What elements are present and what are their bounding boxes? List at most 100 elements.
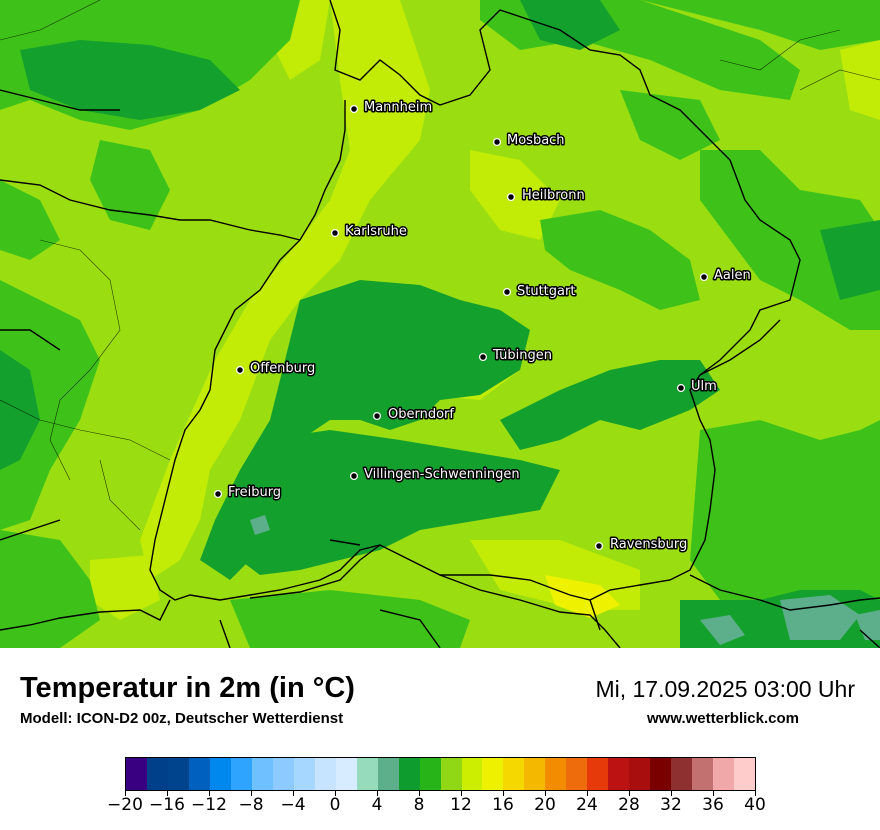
svg-text:Freiburg: Freiburg (228, 485, 281, 500)
colorbar-tick (629, 791, 630, 796)
svg-text:Karlsruhe: Karlsruhe (345, 224, 407, 239)
colorbar-swatch (188, 758, 210, 790)
colorbar-swatch (293, 758, 315, 790)
svg-text:Heilbronn: Heilbronn (522, 188, 585, 203)
city-stuttgart[interactable]: Stuttgart (502, 283, 577, 301)
colorbar-tick-label: 12 (450, 795, 472, 815)
svg-text:Tübingen: Tübingen (492, 348, 552, 363)
coldest-zones (250, 515, 880, 645)
colorbar-tick (461, 791, 462, 796)
colorbar-swatch (482, 758, 504, 790)
svg-text:Aalen: Aalen (714, 268, 751, 283)
colorbar-swatch (734, 758, 756, 790)
svg-text:Mosbach: Mosbach (507, 133, 565, 148)
colorbar-swatch (272, 758, 294, 790)
cold-zones (0, 0, 880, 648)
colorbar-tick (713, 791, 714, 796)
colorbar-swatch (440, 758, 462, 790)
borders (0, 0, 880, 648)
svg-text:Mannheim: Mannheim (364, 100, 432, 115)
svg-text:Ulm: Ulm (691, 379, 717, 394)
model-source: Modell: ICON-D2 00z, Deutscher Wetterdie… (20, 710, 344, 727)
colorbar-tick-label: −8 (238, 795, 264, 815)
colorbar-tick-label: 8 (413, 795, 425, 815)
colorbar-swatch (545, 758, 567, 790)
colorbar-tick (293, 791, 294, 796)
colorbar-swatch (524, 758, 546, 790)
colorbar-swatch (335, 758, 357, 790)
colorbar-tick-label: −20 (107, 795, 143, 815)
colorbar-tick (755, 791, 756, 796)
city-freiburg[interactable]: Freiburg (213, 484, 283, 502)
colorbar-tick-label: 36 (702, 795, 724, 815)
colorbar-ticks: −20 −16 −12 −8 −4 0 4 8 12 16 20 24 28 32 36 40 (107, 791, 766, 821)
colorbar-tick-label: 40 (744, 795, 766, 815)
colorbar-tick (125, 791, 126, 796)
colorbar-swatch (713, 758, 735, 790)
colorbar-tick-label: −12 (191, 795, 227, 815)
city-offenburg[interactable]: Offenburg (235, 360, 317, 378)
colorbar-swatch (398, 758, 420, 790)
district-borders (0, 0, 880, 531)
colorbar-tick-label: 20 (534, 795, 556, 815)
colorbar-swatch (251, 758, 273, 790)
svg-text:Oberndorf: Oberndorf (388, 407, 454, 422)
colorbar-tick (335, 791, 336, 796)
city-oberndorf[interactable]: Oberndorf (372, 406, 456, 424)
colorbar-swatch (608, 758, 630, 790)
colorbar-swatch (692, 758, 714, 790)
svg-text:Ravensburg: Ravensburg (610, 537, 687, 552)
colorbar-tick (545, 791, 546, 796)
colorbar-swatch (209, 758, 231, 790)
colorbar-tick-label: −16 (149, 795, 185, 815)
colorbar-swatch (230, 758, 252, 790)
colorbar-swatch (419, 758, 441, 790)
colorbar-tick-label: 16 (492, 795, 514, 815)
colorbar-tick (419, 791, 420, 796)
colorbar-tick (377, 791, 378, 796)
colorbar-tick (503, 791, 504, 796)
city-aalen[interactable]: Aalen (699, 267, 752, 285)
colorbar-tick-label: 28 (618, 795, 640, 815)
colorbar-swatch (314, 758, 336, 790)
svg-text:Villingen-Schwenningen: Villingen-Schwenningen (364, 467, 520, 482)
colorbar-tick (167, 791, 168, 796)
forecast-datetime: Mi, 17.09.2025 03:00 Uhr (595, 676, 855, 702)
temperature-map: Mannheim Mosbach Heilbronn Karlsruhe Aal… (0, 0, 880, 648)
colorbar-tick-label: 32 (660, 795, 682, 815)
colorbar-swatch (671, 758, 693, 790)
city-ravensburg[interactable]: Ravensburg (594, 536, 689, 554)
city-mannheim[interactable]: Mannheim (349, 99, 434, 117)
city-karlsruhe[interactable]: Karlsruhe (330, 223, 408, 241)
colorbar-swatch (167, 758, 189, 790)
city-markers: Mannheim Mosbach Heilbronn Karlsruhe Aal… (213, 99, 752, 554)
colorbar-tick-label: −4 (280, 795, 306, 815)
colorbar-swatch (566, 758, 588, 790)
colorbar-swatch (461, 758, 483, 790)
map-footer: Temperatur in 2m (in °C) Modell: ICON-D2… (0, 648, 880, 830)
map-title: Temperatur in 2m (in °C) (20, 672, 355, 704)
colorbar-swatch (377, 758, 399, 790)
city-ulm[interactable]: Ulm (676, 378, 718, 396)
colorbar-swatch (650, 758, 672, 790)
cool-zones (0, 0, 880, 648)
svg-text:Offenburg: Offenburg (250, 361, 315, 376)
colorbar-swatch (356, 758, 378, 790)
colorbar-tick (587, 791, 588, 796)
colorbar-swatch (629, 758, 651, 790)
colorbar-tick (671, 791, 672, 796)
colorbar-swatch (146, 758, 168, 790)
temperature-colorbar (125, 757, 756, 791)
colorbar-swatch (587, 758, 609, 790)
colorbar-swatch (126, 758, 147, 790)
city-villingen-schwenningen[interactable]: Villingen-Schwenningen (349, 466, 521, 484)
colorbar-tick-label: 0 (329, 795, 341, 815)
colorbar-swatch (503, 758, 525, 790)
city-mosbach[interactable]: Mosbach (492, 132, 566, 150)
colorbar-tick (251, 791, 252, 796)
website-link[interactable]: www.wetterblick.com (647, 710, 799, 727)
city-tuebingen[interactable]: Tübingen (478, 347, 554, 365)
colorbar-tick (209, 791, 210, 796)
city-heilbronn[interactable]: Heilbronn (506, 187, 586, 205)
colorbar-tick-label: 4 (371, 795, 383, 815)
